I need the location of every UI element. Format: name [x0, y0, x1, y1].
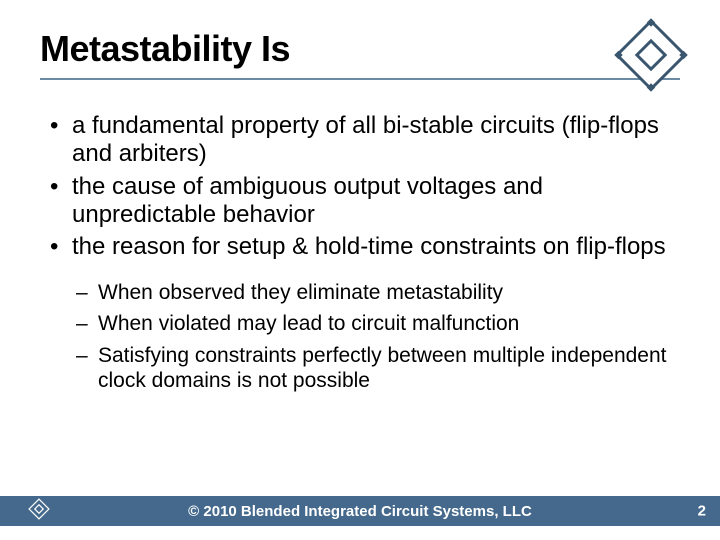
slide-title: Metastability Is — [40, 28, 290, 70]
logo-icon — [614, 18, 688, 97]
bullet-item: a fundamental property of all bi-stable … — [44, 112, 680, 169]
bullet-item: the cause of ambiguous output voltages a… — [44, 173, 680, 230]
sub-bullet-item: When violated may lead to circuit malfun… — [74, 311, 680, 337]
slide: Metastability Is a fundamental property … — [0, 0, 720, 540]
footer-text: © 2010 Blended Integrated Circuit System… — [188, 503, 532, 520]
page-number: 2 — [698, 503, 706, 520]
slide-content: a fundamental property of all bi-stable … — [40, 112, 680, 394]
footer-logo-icon — [28, 498, 50, 524]
main-bullet-list: a fundamental property of all bi-stable … — [44, 112, 680, 262]
title-row: Metastability Is — [40, 28, 680, 80]
bullet-item: the reason for setup & hold-time constra… — [44, 233, 680, 261]
sub-bullet-item: When observed they eliminate metastabili… — [74, 280, 680, 306]
sub-bullet-item: Satisfying constraints perfectly between… — [74, 343, 680, 394]
footer-bar: © 2010 Blended Integrated Circuit System… — [0, 496, 720, 526]
sub-bullet-list: When observed they eliminate metastabili… — [44, 280, 680, 394]
